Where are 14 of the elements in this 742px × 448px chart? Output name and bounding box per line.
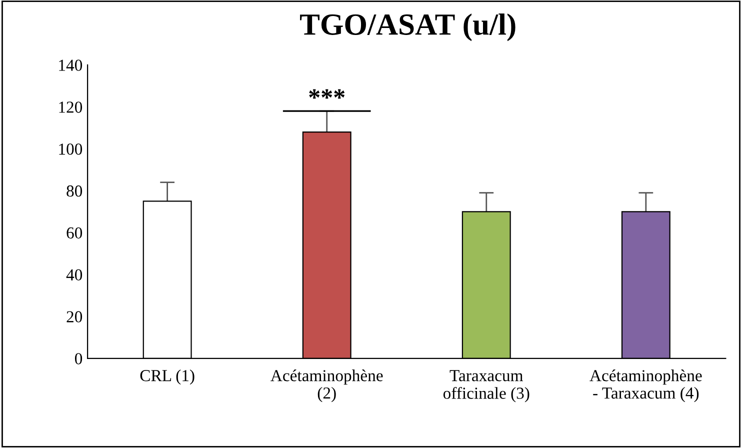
chart-title: TGO/ASAT (u/l) <box>300 13 516 42</box>
x-tick-label: Acétaminophène (2) <box>270 370 383 402</box>
y-tick-label: 100 <box>59 144 82 155</box>
x-tick-label: CRL (1) <box>140 370 194 385</box>
y-tick-label: 120 <box>59 102 82 113</box>
y-tick-label: 20 <box>66 311 82 322</box>
annotation: *** <box>309 89 345 99</box>
y-tick-label: 40 <box>66 269 82 281</box>
y-tick-label: 140 <box>59 60 82 71</box>
x-tick-label: Acétaminophène - Taraxacum (4) <box>590 370 702 402</box>
y-tick-label: 60 <box>66 227 82 239</box>
x-tick-label: Taraxacum officinale (3) <box>443 370 530 402</box>
y-tick-label: 80 <box>66 185 82 197</box>
y-tick-label: 0 <box>74 353 82 364</box>
